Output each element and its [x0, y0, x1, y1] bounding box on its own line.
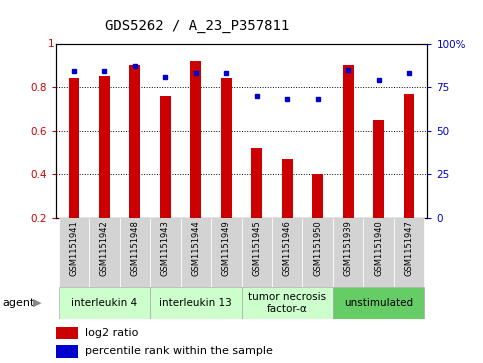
Bar [333, 287, 425, 319]
Bar [120, 218, 150, 287]
Text: GSM1151946: GSM1151946 [283, 220, 292, 276]
Bar [363, 218, 394, 287]
Bar [404, 94, 414, 218]
Text: log2 ratio: log2 ratio [85, 328, 139, 338]
Text: GSM1151939: GSM1151939 [344, 220, 353, 276]
Text: interleukin 13: interleukin 13 [159, 298, 232, 308]
Text: GSM1151950: GSM1151950 [313, 220, 322, 276]
Text: unstimulated: unstimulated [344, 298, 413, 308]
Text: ▶: ▶ [33, 298, 42, 308]
Bar [282, 159, 293, 218]
Bar [89, 218, 120, 287]
Bar [221, 78, 231, 218]
Text: GDS5262 / A_23_P357811: GDS5262 / A_23_P357811 [105, 19, 289, 33]
Text: interleukin 4: interleukin 4 [71, 298, 137, 308]
Text: GSM1151941: GSM1151941 [70, 220, 78, 276]
Bar [99, 76, 110, 218]
Bar [313, 174, 323, 218]
Bar [150, 218, 181, 287]
Text: GSM1151945: GSM1151945 [252, 220, 261, 276]
Text: GSM1151942: GSM1151942 [100, 220, 109, 276]
Text: tumor necrosis
factor-α: tumor necrosis factor-α [248, 292, 327, 314]
Bar [242, 287, 333, 319]
Bar [56, 327, 78, 339]
Bar [333, 218, 363, 287]
Text: 1: 1 [48, 38, 55, 49]
Bar [129, 65, 140, 218]
Bar [58, 218, 89, 287]
Text: GSM1151949: GSM1151949 [222, 220, 231, 276]
Bar [252, 148, 262, 218]
Text: agent: agent [2, 298, 35, 308]
Bar [373, 120, 384, 218]
Text: GSM1151944: GSM1151944 [191, 220, 200, 276]
Bar [302, 218, 333, 287]
Bar [58, 287, 150, 319]
Bar [394, 218, 425, 287]
Bar [272, 218, 302, 287]
Bar [150, 287, 242, 319]
Text: GSM1151948: GSM1151948 [130, 220, 139, 276]
Bar [343, 65, 354, 218]
Text: GSM1151940: GSM1151940 [374, 220, 383, 276]
Bar [56, 345, 78, 358]
Bar [242, 218, 272, 287]
Bar [69, 78, 79, 218]
Bar [181, 218, 211, 287]
Text: percentile rank within the sample: percentile rank within the sample [85, 346, 273, 356]
Bar [211, 218, 242, 287]
Bar [190, 61, 201, 218]
Text: GSM1151943: GSM1151943 [161, 220, 170, 276]
Text: GSM1151947: GSM1151947 [405, 220, 413, 276]
Bar [160, 96, 170, 218]
